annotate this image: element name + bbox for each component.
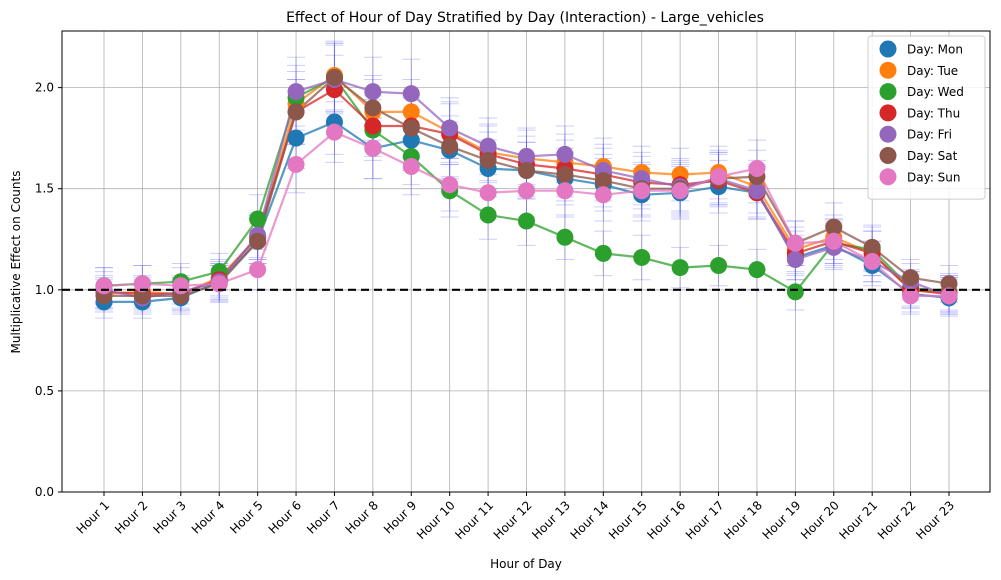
data-point <box>902 287 920 305</box>
data-point <box>325 123 343 141</box>
data-point <box>710 168 728 186</box>
data-point <box>633 182 651 200</box>
data-point <box>402 157 420 175</box>
y-tick-label: 2.0 <box>35 81 54 95</box>
data-point <box>287 155 305 173</box>
data-point <box>940 287 958 305</box>
data-point <box>287 103 305 121</box>
legend-label: Day: Sat <box>907 149 958 163</box>
data-point <box>172 277 190 295</box>
data-point <box>249 210 267 228</box>
data-point <box>710 257 728 275</box>
data-point <box>556 182 574 200</box>
legend-box <box>867 35 986 200</box>
data-point <box>518 212 535 230</box>
data-point <box>479 137 497 155</box>
data-point <box>556 166 574 184</box>
data-point <box>748 182 766 200</box>
data-point <box>940 275 958 293</box>
data-point <box>249 232 267 250</box>
data-point <box>210 275 228 293</box>
legend: Day: Mon Day: Tue Day: Wed Day: Thu Day: Fri… <box>867 35 986 200</box>
data-point <box>825 232 843 250</box>
data-point <box>748 159 766 177</box>
legend-marker <box>879 147 897 164</box>
data-point <box>364 99 382 117</box>
data-point <box>594 186 612 204</box>
legend-marker <box>879 61 897 79</box>
legend-label: Day: Mon <box>907 43 963 57</box>
data-point <box>902 269 920 287</box>
data-point <box>786 283 804 301</box>
data-point <box>364 83 382 101</box>
y-axis-title: Multiplicative Effect on Counts <box>9 171 23 354</box>
chart-title: Effect of Hour of Day Stratified by Day … <box>286 10 764 26</box>
data-point <box>748 261 766 279</box>
data-point <box>518 147 535 165</box>
data-point <box>479 184 497 202</box>
data-point <box>556 228 574 246</box>
data-point <box>556 145 574 163</box>
data-point <box>249 261 267 279</box>
data-point <box>441 119 459 137</box>
data-point <box>671 259 689 277</box>
data-point <box>441 137 459 155</box>
data-point <box>287 129 305 147</box>
legend-label: Day: Thu <box>907 106 960 120</box>
data-point <box>133 275 151 293</box>
legend-marker <box>879 104 897 122</box>
legend-marker <box>879 125 897 143</box>
y-tick-label: 1.5 <box>35 182 54 196</box>
data-point <box>479 206 497 224</box>
data-point <box>479 151 497 169</box>
data-point <box>594 244 612 262</box>
legend-label: Day: Fri <box>907 128 952 142</box>
y-axis: 0.0 0.5 1.0 1.5 2.0 <box>35 81 62 499</box>
legend-label: Day: Sun <box>907 170 961 184</box>
data-point <box>402 85 420 103</box>
data-point <box>825 218 843 236</box>
data-point <box>402 119 420 137</box>
data-point <box>518 162 535 180</box>
legend-label: Day: Wed <box>907 85 964 99</box>
legend-marker <box>879 40 897 58</box>
x-axis-title: Hour of Day <box>490 557 562 571</box>
data-point <box>133 287 151 305</box>
data-point <box>402 131 420 149</box>
data-point <box>863 238 881 256</box>
legend-marker <box>879 83 897 101</box>
y-tick-label: 0.0 <box>35 485 54 499</box>
data-point <box>786 234 804 252</box>
data-point <box>671 182 689 200</box>
data-point <box>402 103 420 121</box>
data-point <box>518 182 535 200</box>
y-tick-label: 1.0 <box>35 283 54 297</box>
legend-label: Day: Tue <box>907 64 958 78</box>
data-point <box>441 176 459 194</box>
data-point <box>633 248 651 266</box>
legend-marker <box>879 168 897 186</box>
data-point <box>95 277 113 295</box>
data-point <box>287 83 305 101</box>
data-point <box>863 253 881 270</box>
series-points <box>95 66 958 311</box>
data-point <box>786 250 804 268</box>
data-point <box>325 69 343 87</box>
data-point <box>364 117 382 135</box>
y-tick-label: 0.5 <box>35 384 54 398</box>
data-point <box>594 172 612 190</box>
data-point <box>364 139 382 157</box>
